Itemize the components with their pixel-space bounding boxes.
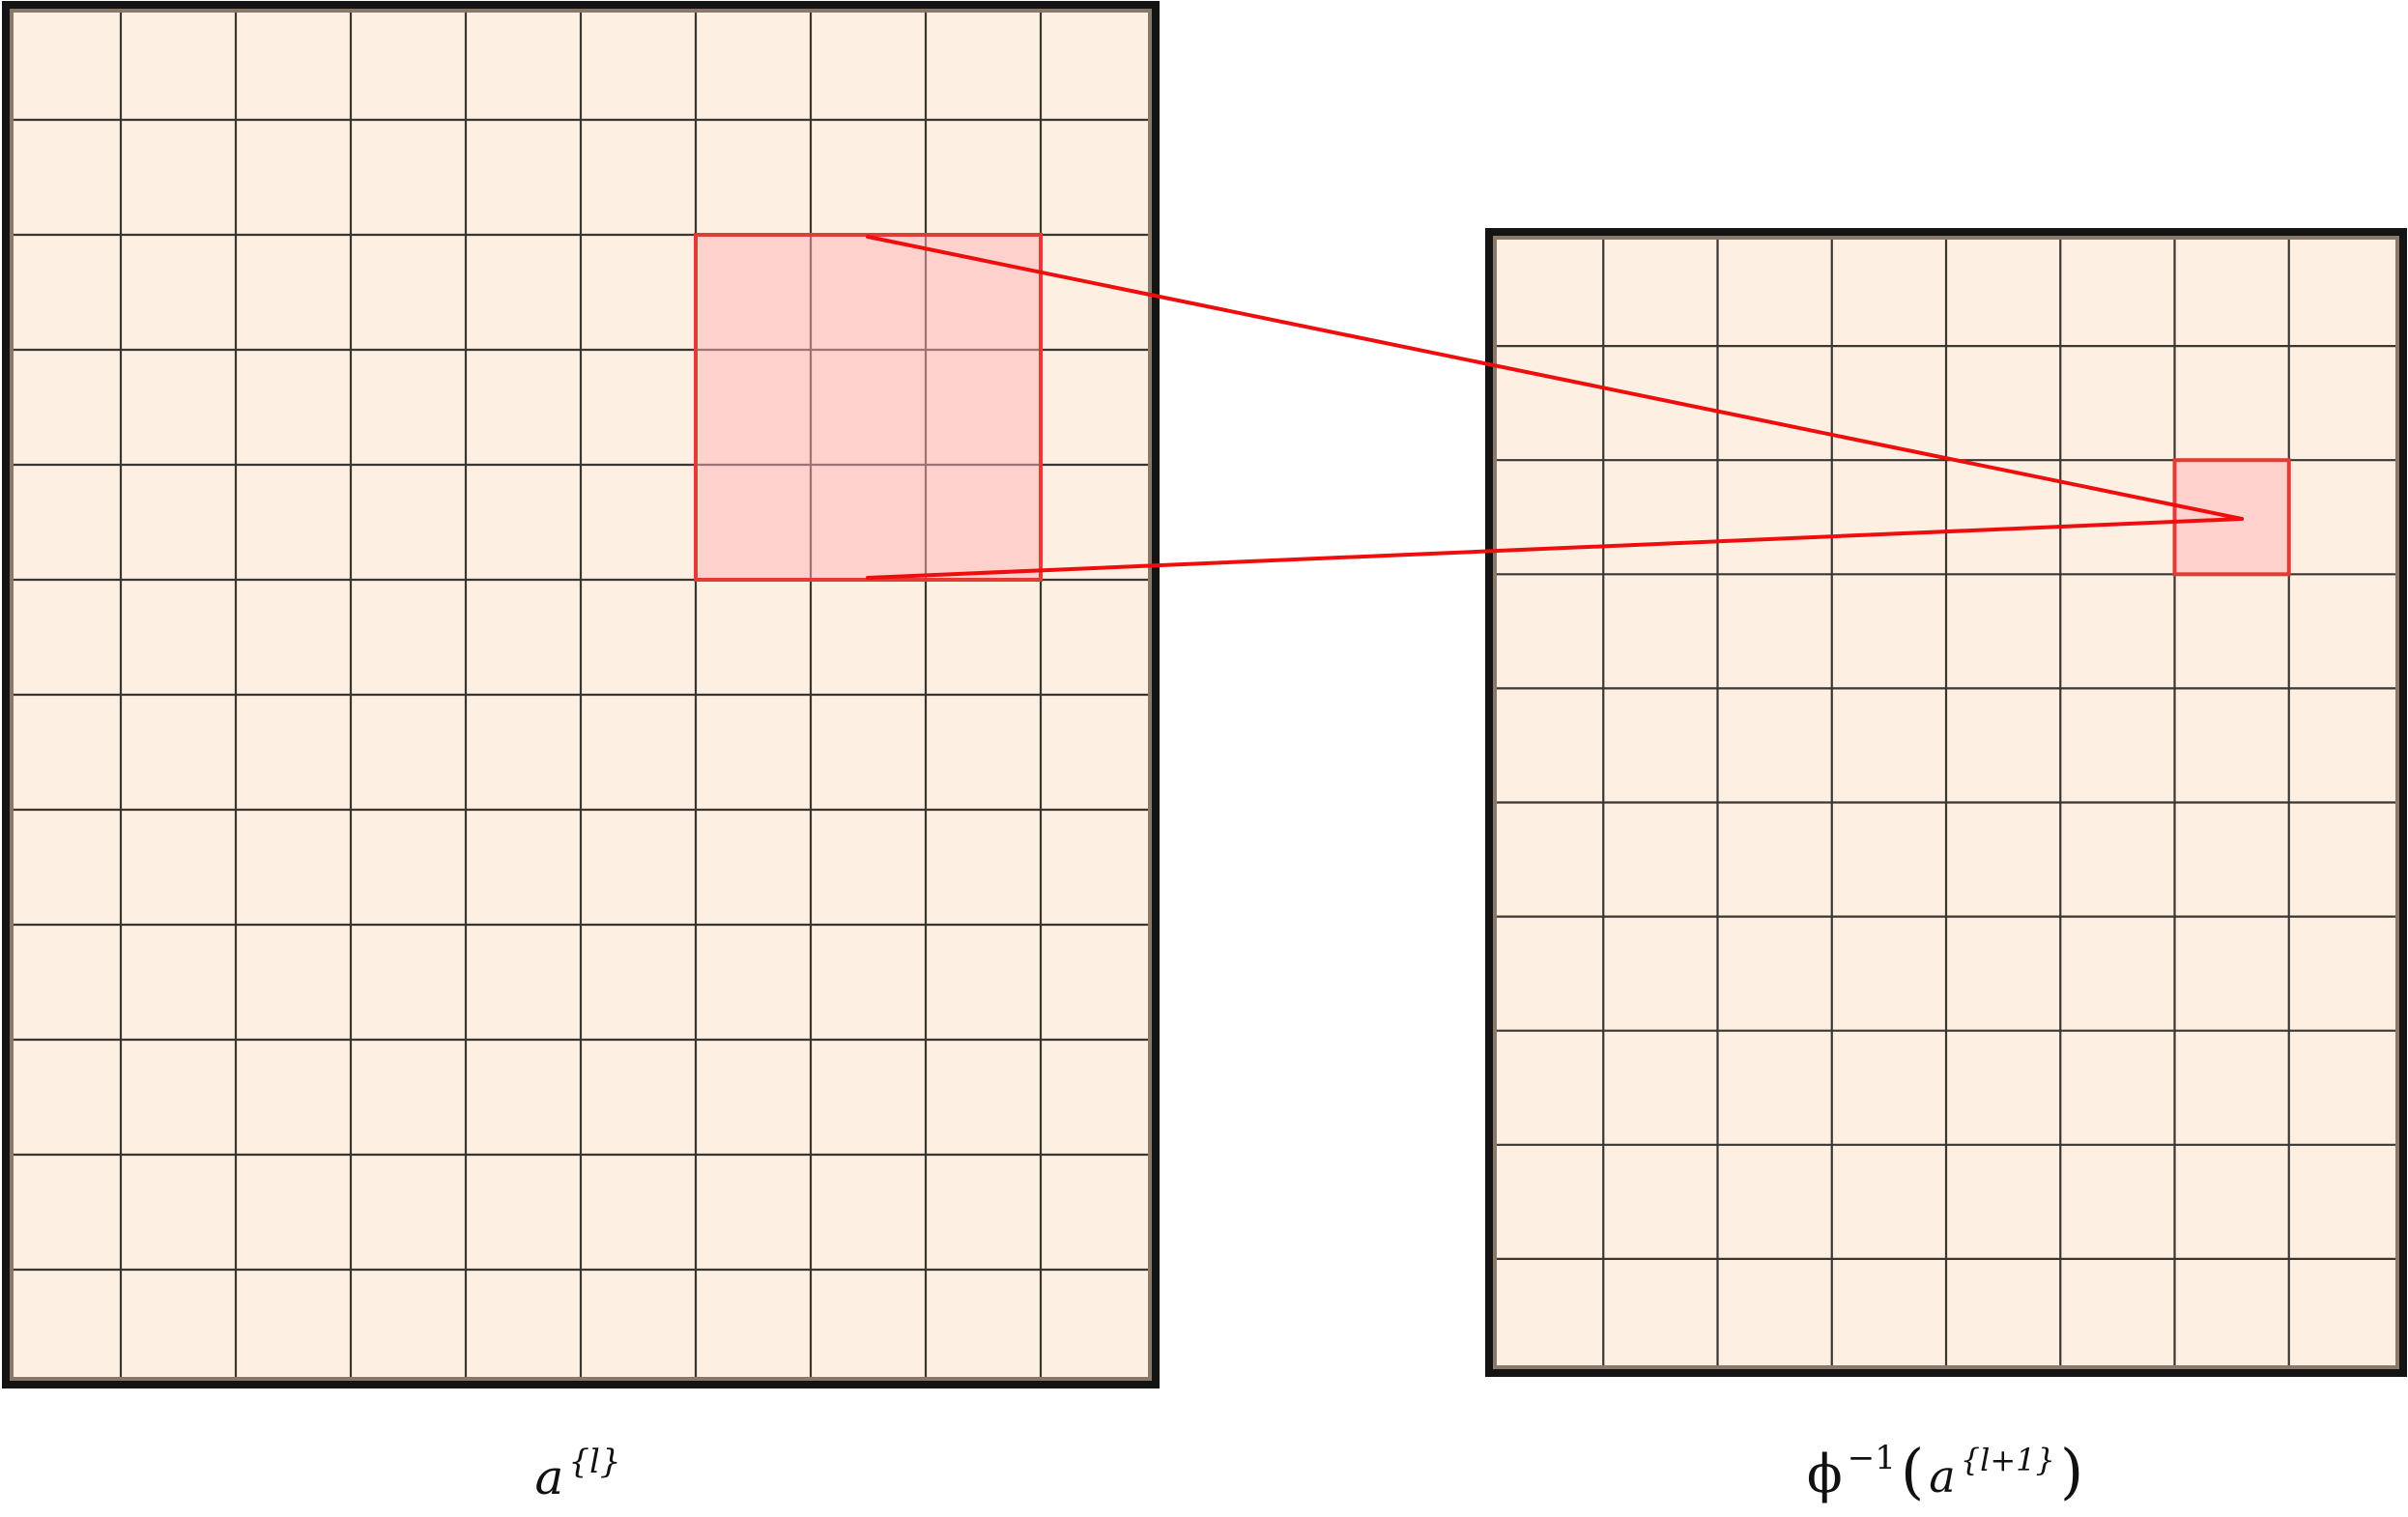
right-label-phi: ϕ: [1807, 1444, 1843, 1504]
connector-line: [866, 517, 2244, 580]
connector-line: [866, 235, 2244, 521]
right-label-close-paren: ): [2060, 1436, 2083, 1506]
left-grid: [2, 1, 1160, 1388]
right-label-superscript-inverse: −1: [1848, 1439, 1896, 1477]
left-label-base: a: [534, 1449, 563, 1505]
right-label-base: a: [1929, 1450, 1955, 1503]
left-grid-inner-shade: [9, 8, 1153, 1382]
right-label-superscript: {l+1}: [1961, 1442, 2055, 1478]
connector-layer: [866, 235, 2244, 580]
left-grid-label: a {l}: [534, 1443, 620, 1505]
right-grid: [1485, 228, 2407, 1377]
right-grid-label: ϕ −1 ( a {l+1} ): [1807, 1436, 2083, 1506]
left-grid-highlight: [694, 233, 1043, 582]
right-grid-border: [1485, 228, 2407, 1377]
left-label-superscript: {l}: [568, 1443, 620, 1481]
grids-layer: [2, 1, 2407, 1388]
left-grid-border: [2, 1, 1160, 1388]
right-label-open-paren: (: [1901, 1436, 1924, 1506]
right-grid-inner-shade: [1492, 235, 2400, 1370]
